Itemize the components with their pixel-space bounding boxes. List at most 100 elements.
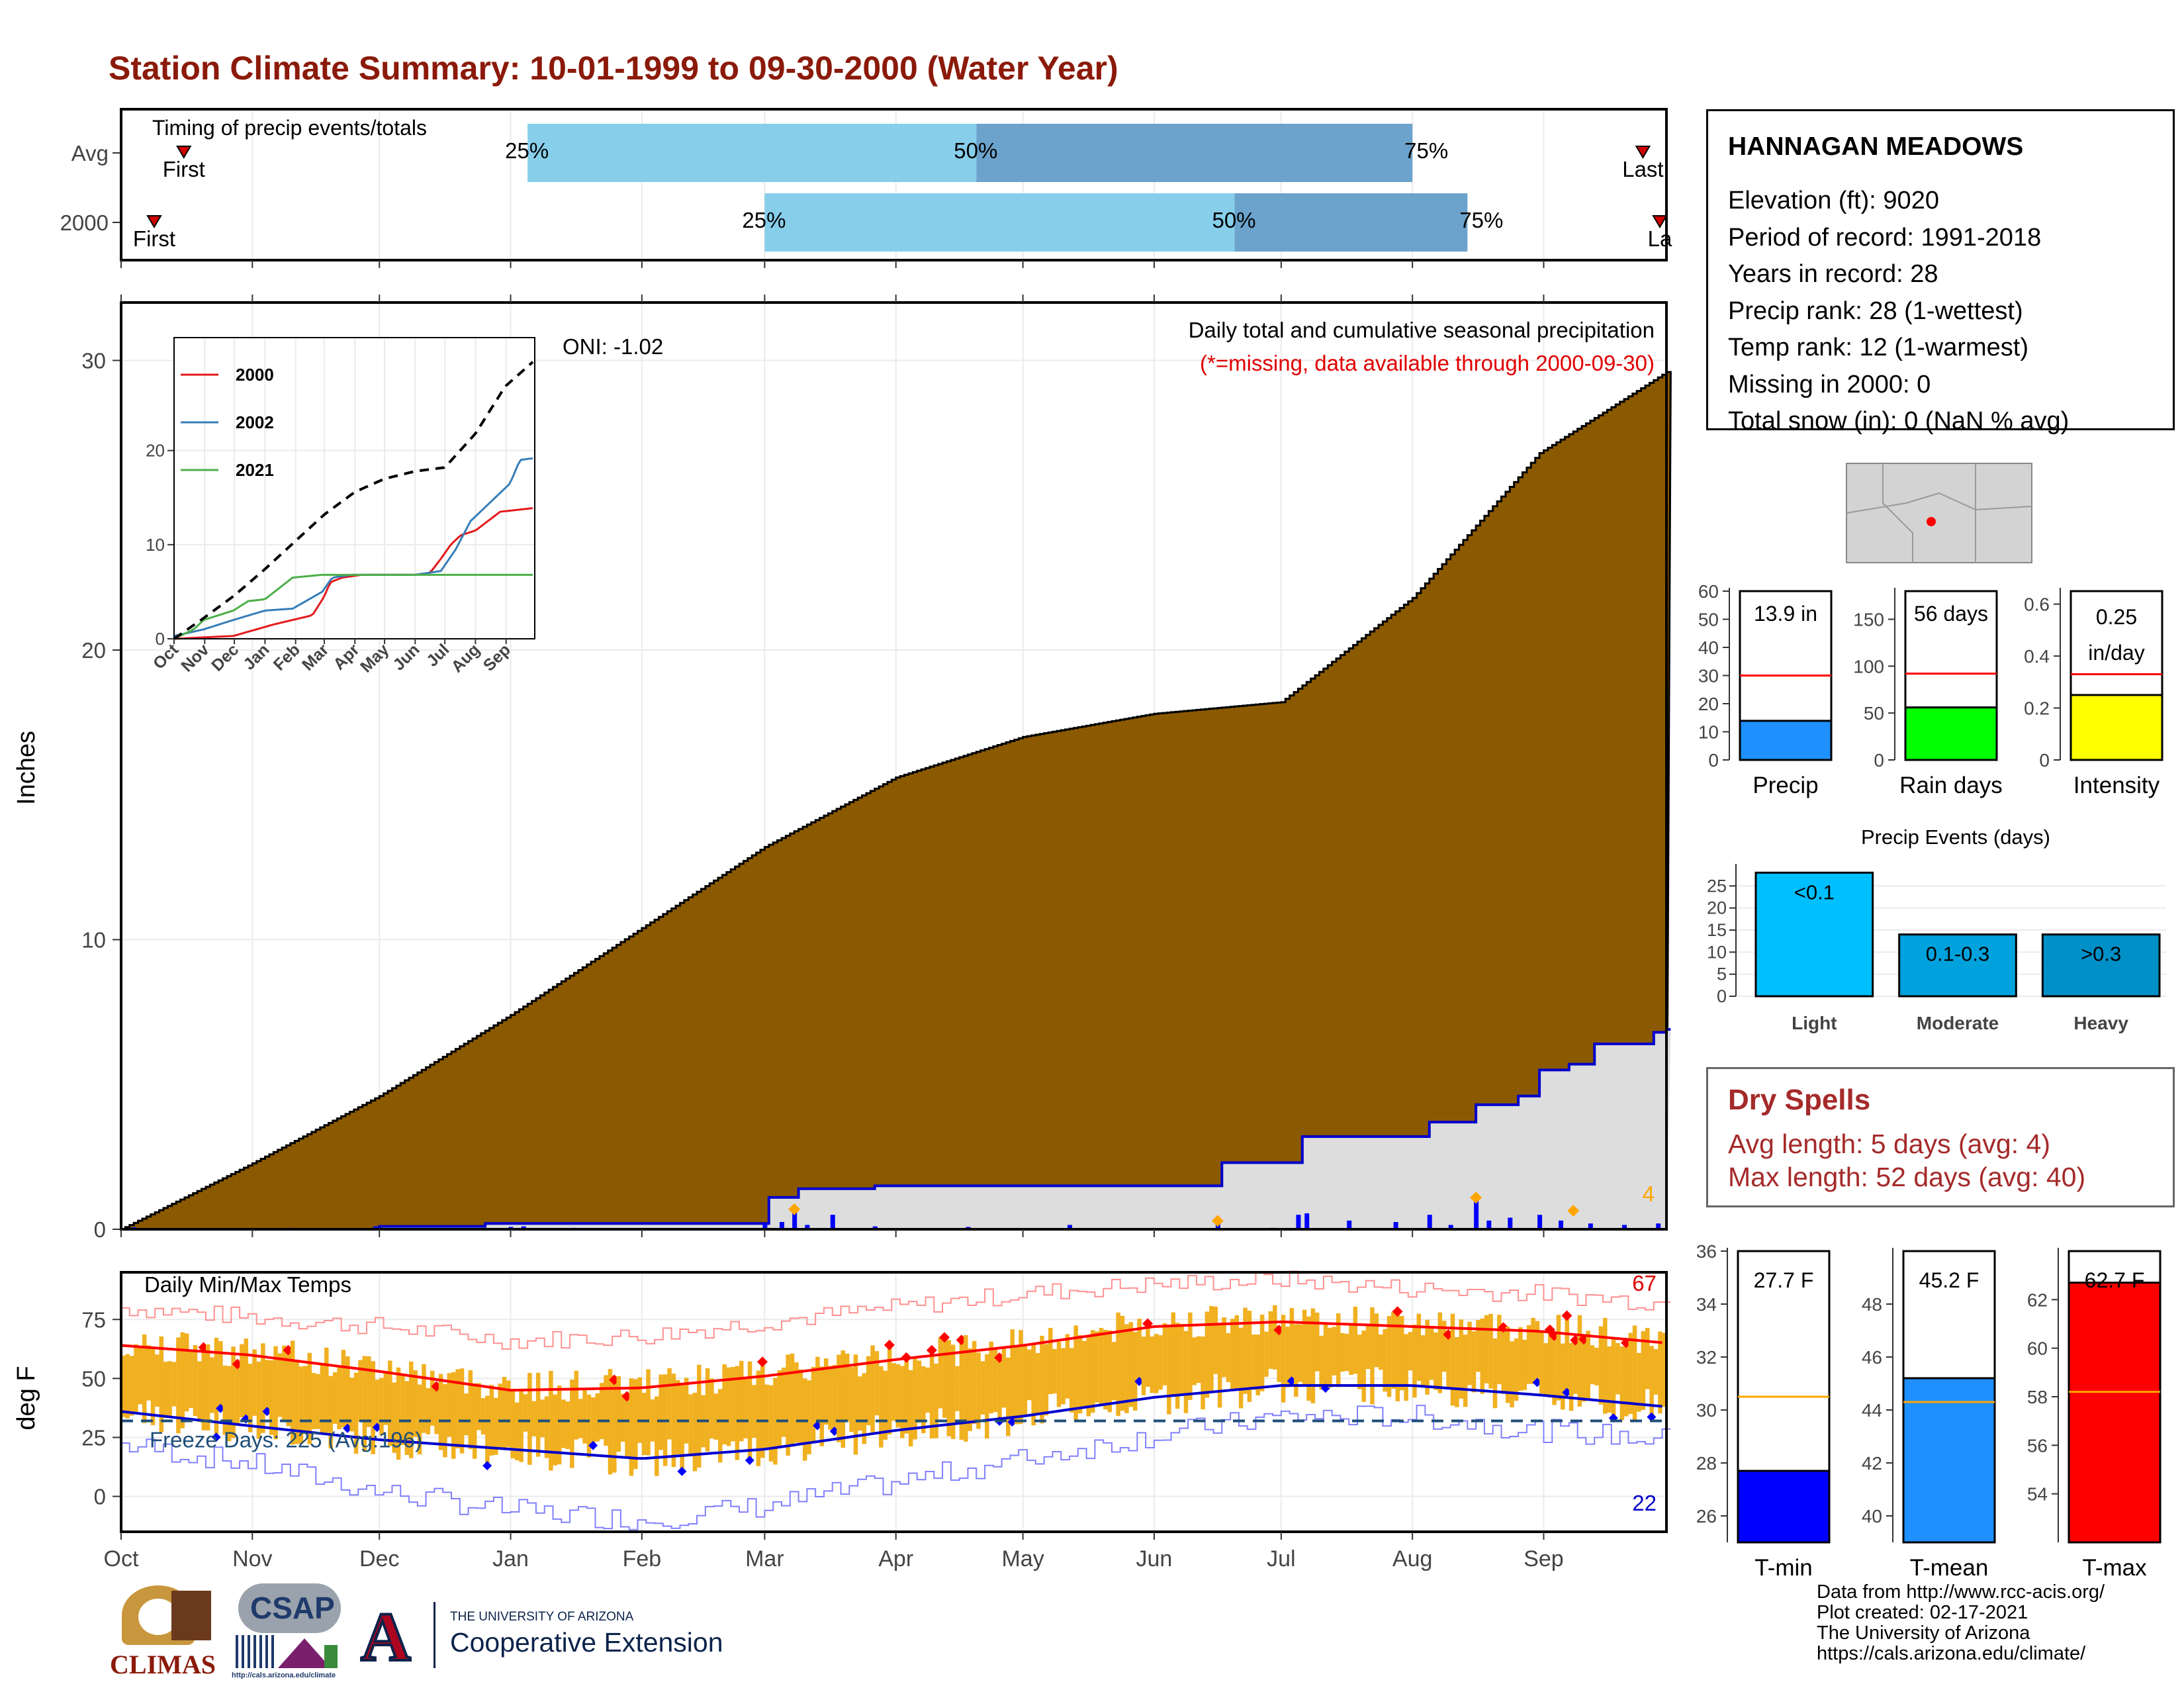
daily-temp-bar	[1365, 1325, 1371, 1370]
daily-temp-bar	[1378, 1334, 1383, 1370]
station-details: Elevation (ft): 9020 Period of record: 19…	[1728, 183, 2069, 440]
daily-temp-bar	[1315, 1312, 1320, 1372]
daily-temp-bar	[819, 1366, 825, 1446]
daily-temp-bar	[256, 1361, 261, 1439]
summary-value-bar	[1737, 1470, 1831, 1544]
events-bar-label: 0.1-0.3	[1926, 943, 1990, 966]
daily-temp-bar	[1450, 1313, 1455, 1406]
daily-temp-bar	[1095, 1331, 1099, 1403]
daily-temp-bar	[1196, 1336, 1201, 1383]
daily-temp-bar	[938, 1337, 943, 1409]
daily-temp-bar	[1340, 1333, 1345, 1372]
events-bar-label: <0.1	[1794, 880, 1835, 904]
daily-temp-bar	[989, 1341, 993, 1414]
daily-temp-bar	[1179, 1324, 1184, 1395]
daily-precip-bar	[1622, 1225, 1627, 1229]
daily-temp-bar	[282, 1345, 287, 1420]
daily-temp-bar	[608, 1369, 613, 1475]
daily-temp-bar	[400, 1376, 405, 1445]
temp-xtick-label: Aug	[1392, 1546, 1433, 1571]
daily-precip-bar	[1537, 1215, 1543, 1229]
daily-temp-bar	[1344, 1333, 1349, 1372]
timing-label-75: 75%	[1459, 208, 1503, 232]
record-low-marker	[745, 1456, 754, 1466]
summary-ytick-label: 100	[1853, 656, 1884, 677]
summary-panel-name: T-max	[2082, 1555, 2147, 1581]
daily-temp-bar	[489, 1385, 494, 1456]
temp-xtick-label: Feb	[623, 1546, 662, 1571]
daily-temp-bar	[1285, 1327, 1290, 1387]
temp-xtick-label: Jul	[1267, 1546, 1295, 1571]
daily-temp-bar	[1264, 1331, 1269, 1377]
daily-temp-bar	[908, 1370, 913, 1447]
daily-temp-bar	[1006, 1357, 1011, 1436]
daily-temp-bar	[1175, 1323, 1180, 1409]
daily-temp-bar	[1289, 1308, 1295, 1382]
temp-xtick-label: Oct	[104, 1546, 139, 1571]
daily-temp-bar	[1090, 1330, 1095, 1413]
daily-temp-bar	[781, 1368, 786, 1437]
temp-panel-border	[120, 1271, 1668, 1533]
daily-precip-bar	[1559, 1220, 1564, 1229]
daily-temp-bar	[858, 1376, 862, 1431]
daily-precip-bar	[779, 1222, 784, 1229]
daily-temp-bar	[248, 1364, 253, 1432]
daily-temp-bar	[345, 1356, 350, 1429]
daily-temp-bar	[485, 1395, 490, 1466]
daily-temp-bar	[883, 1370, 888, 1440]
daily-temp-bar	[1294, 1324, 1298, 1397]
summary-ytick-label: 62	[2027, 1289, 2048, 1310]
daily-temp-bar	[768, 1385, 774, 1462]
daily-temp-bar	[747, 1361, 752, 1461]
daily-temp-bar	[900, 1366, 905, 1438]
daily-temp-bar	[1328, 1327, 1332, 1388]
summary-value-bar	[2068, 1282, 2161, 1544]
daily-temp-bar	[891, 1363, 896, 1421]
station-detail-line: Total snow (in): 0 (NaN % avg)	[1728, 407, 2070, 435]
footer-line: Plot created: 02-17-2021	[1817, 1602, 2028, 1623]
summary-ytick-label: 40	[1862, 1506, 1882, 1526]
daily-temp-bar	[269, 1360, 274, 1435]
daily-temp-bar	[1010, 1329, 1015, 1423]
daily-temp-bar	[837, 1354, 841, 1442]
footer-credits: Data from http://www.rcc-acis.org/Plot c…	[1817, 1582, 2105, 1664]
daily-temp-bar	[1349, 1323, 1353, 1376]
inset-ytick-label: 10	[146, 535, 165, 555]
daily-temp-bar	[519, 1388, 523, 1462]
daily-temp-bar	[311, 1373, 316, 1429]
extreme-precip-marker	[1211, 1215, 1224, 1227]
daily-temp-bar	[1547, 1329, 1553, 1398]
daily-temp-bar	[1514, 1338, 1519, 1401]
daily-temp-bar	[1120, 1315, 1125, 1411]
daily-temp-bar	[1492, 1338, 1498, 1409]
daily-temp-bar	[1077, 1335, 1083, 1414]
summary-ytick-label: 54	[2027, 1484, 2048, 1505]
daily-temp-bar	[459, 1368, 465, 1454]
precip-ylabel: Inches	[13, 731, 40, 805]
daily-temp-bar	[709, 1378, 714, 1439]
footer-line: https://cals.arizona.edu/climate/	[1817, 1643, 2086, 1664]
summary-ytick-label: 0	[1874, 750, 1884, 771]
daily-temp-bar	[1518, 1327, 1523, 1391]
summary-ytick-label: 150	[1853, 610, 1884, 630]
daily-temp-bar	[752, 1385, 756, 1438]
precip-ytick-label: 30	[81, 349, 106, 373]
station-name: HANNAGAN MEADOWS	[1728, 132, 2024, 161]
daily-temp-bar	[739, 1360, 744, 1442]
daily-temp-bar	[138, 1348, 143, 1405]
daily-temp-bar	[1645, 1328, 1650, 1389]
inset-series-avg	[173, 361, 534, 640]
daily-temp-bar	[798, 1369, 803, 1444]
daily-temp-bar	[1310, 1308, 1316, 1403]
daily-temp-bar	[1238, 1327, 1244, 1409]
daily-temp-bar	[1488, 1313, 1493, 1389]
precip-panel-border	[120, 301, 1668, 1231]
events-bar-label: >0.3	[2081, 943, 2121, 966]
daily-temp-bar	[934, 1363, 938, 1438]
timing-label-25: 25%	[505, 138, 549, 163]
daily-temp-bar	[193, 1344, 198, 1417]
daily-precip-bar	[872, 1226, 878, 1229]
daily-temp-bar	[832, 1364, 837, 1432]
avg-cumulative-area	[121, 371, 1672, 1231]
temp-xtick-label: May	[1001, 1546, 1044, 1571]
